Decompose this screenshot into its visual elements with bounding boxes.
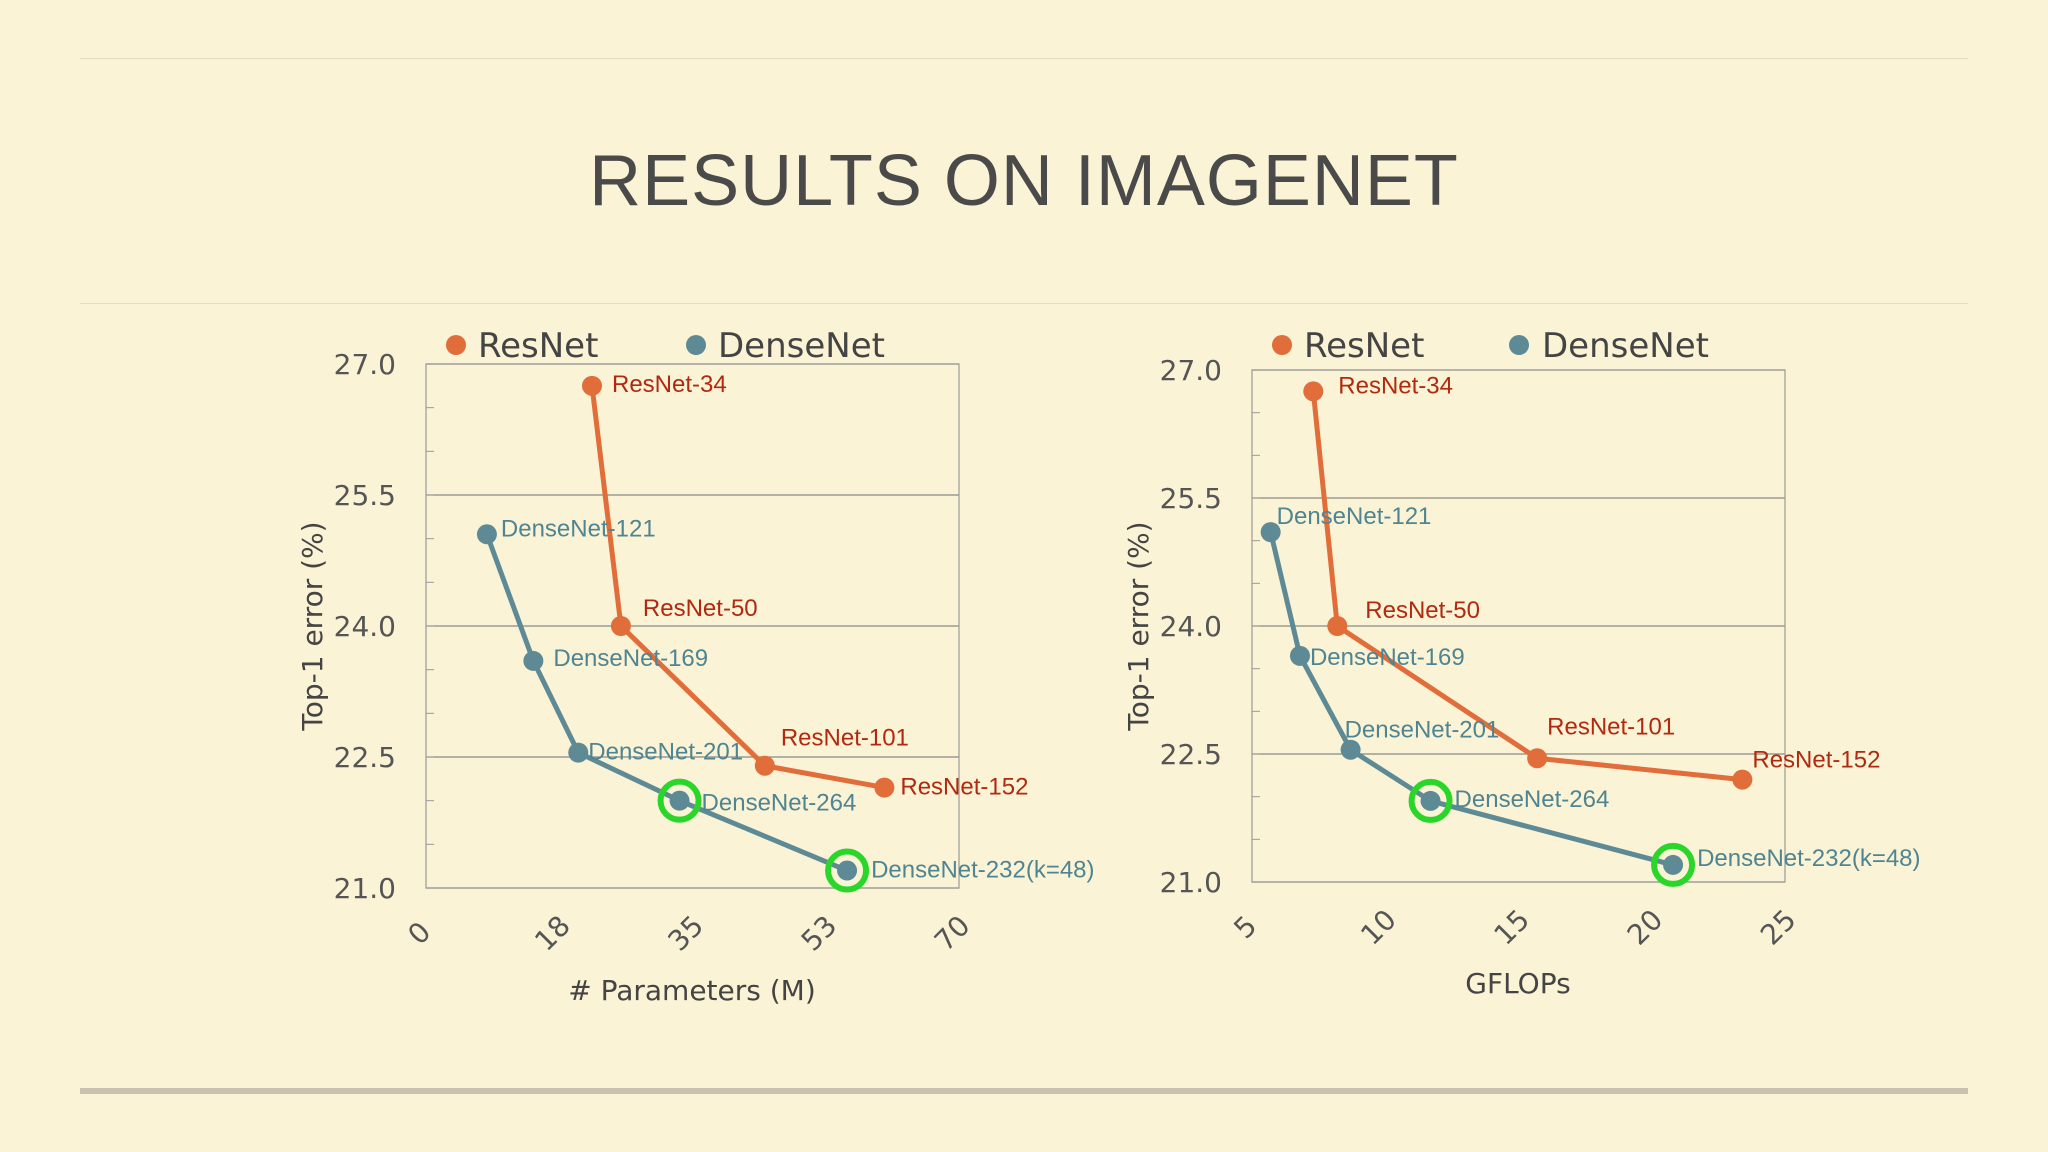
chart1-y-tick-label: 27.0: [334, 348, 396, 381]
chart2-legend-marker-densenet: [1509, 335, 1529, 355]
chart1-y-tick-label: 25.5: [334, 479, 396, 512]
chart2-data-point: [1289, 645, 1310, 666]
chart1-data-label: DenseNet-232(k=48): [871, 857, 1094, 884]
chart1-data-point: [568, 742, 589, 763]
chart1-data-point: [754, 755, 775, 776]
slide-title: RESULTS ON IMAGENET: [589, 141, 1459, 221]
chart1-highlight-ring: [825, 848, 870, 893]
chart1-data-point: [476, 524, 497, 545]
chart1-legend-label-densenet: DenseNet: [718, 326, 885, 366]
chart1-data-point: [581, 375, 602, 396]
chart1-x-tick-label: 35: [662, 909, 711, 958]
chart2-data-label: ResNet-152: [1752, 747, 1880, 774]
chart1-x-axis-title: # Parameters (M): [568, 974, 816, 1007]
chart1-legend-marker-densenet: [686, 335, 706, 355]
chart2-data-label: DenseNet-264: [1455, 786, 1610, 813]
title-divider: [80, 303, 1968, 304]
chart2-series-line-resnet: [1310, 391, 1743, 783]
chart2-y-tick-label: 25.5: [1160, 482, 1222, 515]
chart1-y-tick-label: 21.0: [334, 872, 396, 905]
chart2-x-tick-label: 20: [1621, 903, 1670, 952]
chart1-data-point: [837, 860, 858, 881]
chart1-x-tick-label: 70: [928, 909, 977, 958]
chart2-x-tick-label: 25: [1754, 903, 1803, 952]
chart2-x-tick-label: 5: [1227, 909, 1263, 945]
chart2-plot-frame: [1251, 369, 1786, 883]
chart1-data-label: DenseNet-201: [588, 739, 743, 766]
chart2-data-point: [1732, 769, 1753, 790]
chart1-y-tick-label: 22.5: [334, 741, 396, 774]
chart2-data-label: ResNet-50: [1365, 597, 1480, 624]
chart1-data-point: [874, 777, 895, 798]
chart1-data-point: [669, 790, 690, 811]
chart2-y-tick-label: 22.5: [1160, 738, 1222, 771]
chart2-legend-label-resnet: ResNet: [1304, 326, 1424, 366]
chart2-highlight-ring: [1408, 778, 1453, 823]
chart1-data-label: ResNet-152: [900, 774, 1028, 801]
chart2-x-tick-label: 15: [1488, 903, 1537, 952]
chart1-data-label: ResNet-34: [612, 371, 727, 398]
chart2-data-point: [1303, 381, 1324, 402]
chart1-legend-label-resnet: ResNet: [478, 326, 598, 366]
chart1-legend-marker-resnet: [446, 335, 466, 355]
chart1-highlight-ring: [657, 778, 702, 823]
chart2-data-point: [1340, 739, 1361, 760]
chart2-data-label: DenseNet-232(k=48): [1697, 845, 1920, 872]
chart2-data-label: ResNet-101: [1547, 713, 1675, 740]
chart1-x-tick-label: 18: [528, 909, 577, 958]
chart2-data-point: [1527, 748, 1548, 769]
chart1-y-axis-title: Top-1 error (%): [296, 521, 329, 731]
chart2-data-point: [1260, 522, 1281, 543]
chart2-legend-label-densenet: DenseNet: [1542, 326, 1709, 366]
chart2-data-point: [1663, 854, 1684, 875]
chart1-data-point: [610, 616, 631, 636]
chart2-x-tick-label: 10: [1354, 903, 1403, 952]
chart1-y-tick-label: 24.0: [334, 610, 396, 643]
chart2-y-axis-title: Top-1 error (%): [1122, 521, 1155, 731]
chart2-data-label: DenseNet-121: [1277, 503, 1432, 530]
chart2-x-axis-title: GFLOPs: [1465, 967, 1570, 1000]
chart2-data-label: ResNet-34: [1338, 372, 1453, 399]
chart1-x-tick-label: 53: [795, 909, 844, 958]
chart1-data-label: ResNet-101: [781, 725, 909, 752]
chart1-plot-frame: [425, 363, 960, 889]
chart2-data-label: DenseNet-201: [1345, 717, 1500, 744]
chart1-x-tick-label: 0: [401, 915, 437, 951]
chart1-data-label: ResNet-50: [643, 595, 758, 622]
chart1-data-point: [523, 650, 544, 671]
chart2-legend-marker-resnet: [1272, 335, 1292, 355]
bottom-divider: [80, 1088, 1968, 1094]
chart2-y-tick-label: 21.0: [1160, 866, 1222, 899]
chart2-highlight-ring: [1651, 842, 1696, 887]
top-divider: [80, 58, 1968, 59]
chart2-data-label: DenseNet-169: [1310, 644, 1465, 671]
chart1-series-line-resnet: [589, 385, 885, 791]
chart1-data-label: DenseNet-121: [501, 515, 656, 542]
chart1-data-label: DenseNet-169: [553, 645, 708, 672]
chart1-series-line-densenet: [484, 533, 849, 873]
chart2-data-point: [1420, 790, 1441, 811]
chart2-y-tick-label: 27.0: [1160, 354, 1222, 387]
chart2-data-point: [1327, 616, 1348, 636]
chart1-data-label: DenseNet-264: [702, 790, 857, 817]
chart2-y-tick-label: 24.0: [1160, 610, 1222, 643]
